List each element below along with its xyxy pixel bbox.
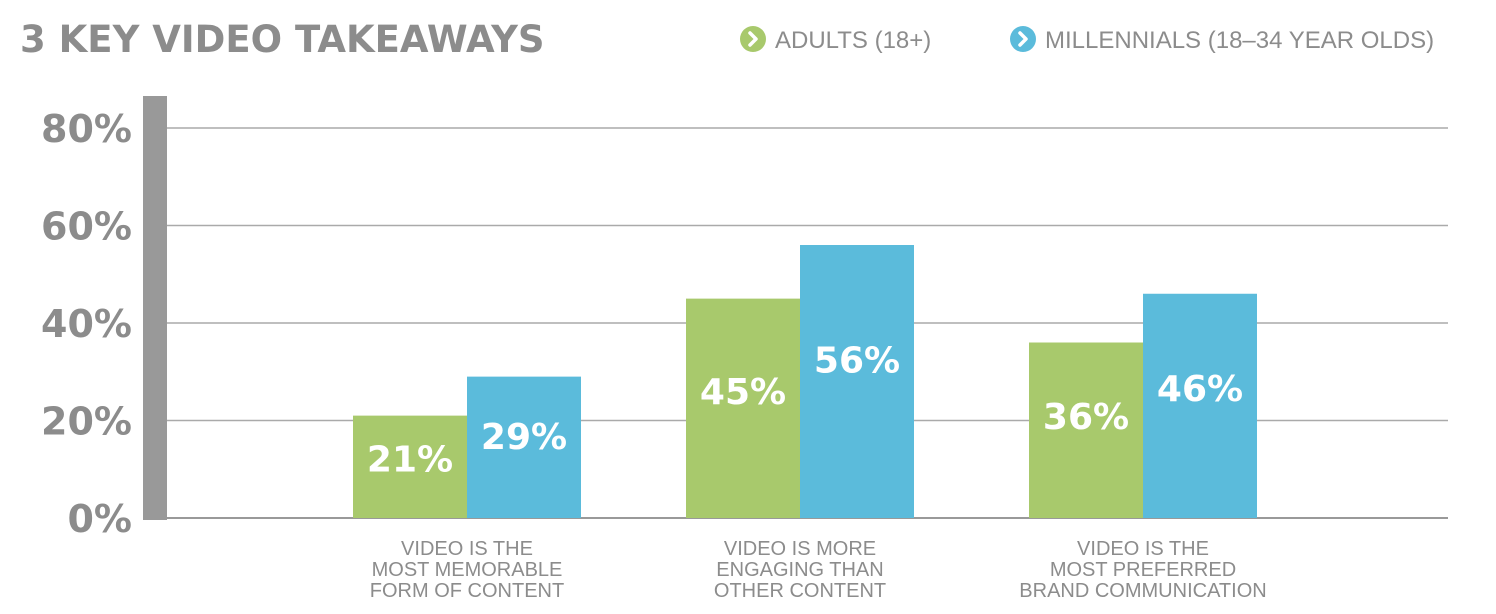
category-label: OTHER CONTENT [714,580,886,602]
bar-millennials [1143,293,1257,518]
chart-title: 3 KEY VIDEO TAKEAWAYS [20,18,545,61]
bars: 21% 45% 36% 29% 56% 46% [353,245,1257,518]
category-label: BRAND COMMUNICATION [1019,580,1266,602]
chevron-right-icon [1018,31,1028,47]
y-tick-label: 20% [41,400,132,444]
y-tick-labels: 0% 20% 40% 60% 80% [41,107,132,541]
category-label: VIDEO IS THE [1077,538,1209,560]
data-label: 56% [814,341,900,382]
data-label: 45% [700,372,786,413]
y-tick-label: 0% [67,497,132,541]
category-label: VIDEO IS THE [401,538,533,560]
y-tick-label: 60% [41,205,132,249]
legend: ADULTS (18+) MILLENNIALS (18–34 YEAR OLDS… [740,26,1434,54]
bar-millennials [467,376,581,518]
category-label: ENGAGING THAN [716,559,883,581]
data-label: 21% [367,440,453,481]
bar-millennials [800,245,914,518]
data-label: 46% [1157,369,1243,410]
chevron-right-icon [748,31,758,47]
data-label: 36% [1043,397,1129,438]
y-tick-label: 80% [41,107,132,151]
legend-label: ADULTS (18+) [775,27,931,54]
y-axis-bar [143,96,167,520]
legend-swatch [1010,26,1036,52]
category-label: VIDEO IS MORE [724,538,876,560]
bar-adults [1029,342,1143,518]
bar-adults [686,298,800,518]
category-label: FORM OF CONTENT [370,580,564,602]
y-tick-label: 40% [41,302,132,346]
category-label: MOST PREFERRED [1050,559,1236,581]
category-label: MOST MEMORABLE [372,559,563,581]
bar-adults [353,415,467,518]
legend-swatch [740,26,766,52]
data-label: 29% [481,417,567,458]
legend-label: MILLENNIALS (18–34 YEAR OLDS) [1045,27,1434,54]
